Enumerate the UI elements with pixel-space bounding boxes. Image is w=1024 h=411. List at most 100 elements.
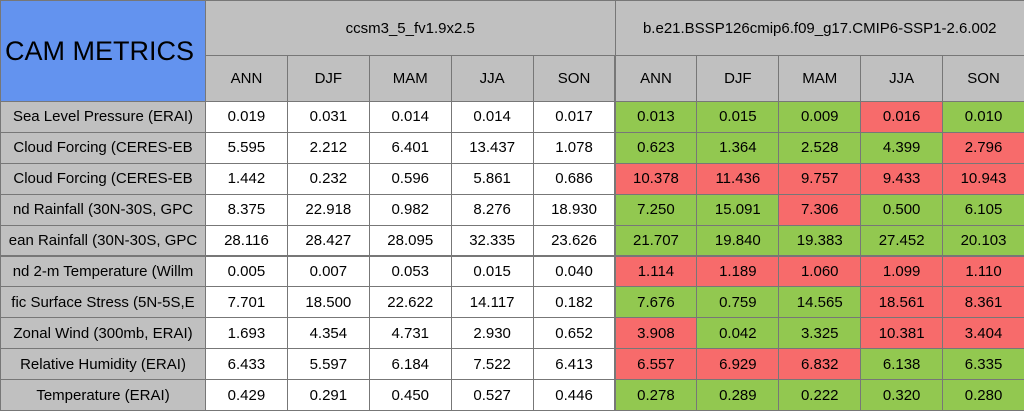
metric-value: 0.009 xyxy=(778,101,861,133)
metric-value: 0.280 xyxy=(942,379,1024,411)
metric-value: 0.016 xyxy=(860,101,943,133)
metric-value: 10.378 xyxy=(615,163,698,195)
metric-value: 6.138 xyxy=(860,348,943,380)
metric-value: 1.114 xyxy=(615,256,698,288)
metric-value: 28.116 xyxy=(205,225,288,257)
metric-value: 0.013 xyxy=(615,101,698,133)
metric-value: 0.652 xyxy=(533,317,616,349)
metric-value: 9.433 xyxy=(860,163,943,195)
metric-label: nd 2-m Temperature (Willm xyxy=(0,256,206,288)
metric-value: 1.189 xyxy=(696,256,779,288)
metric-value: 15.091 xyxy=(696,194,779,226)
metric-value: 13.437 xyxy=(451,132,534,164)
metric-value: 6.832 xyxy=(778,348,861,380)
season-header: ANN xyxy=(615,55,698,102)
metric-value: 10.943 xyxy=(942,163,1024,195)
metric-value: 0.446 xyxy=(533,379,616,411)
metric-value: 0.014 xyxy=(369,101,452,133)
metric-value: 6.335 xyxy=(942,348,1024,380)
season-header: SON xyxy=(533,55,616,102)
title-cell: CAM METRICS xyxy=(0,0,206,102)
metric-value: 19.840 xyxy=(696,225,779,257)
metric-value: 9.757 xyxy=(778,163,861,195)
case-name: b.e21.BSSP126cmip6.f09_g17.CMIP6-SSP1-2.… xyxy=(615,0,1024,56)
metric-value: 1.099 xyxy=(860,256,943,288)
metric-value: 7.306 xyxy=(778,194,861,226)
metric-value: 18.930 xyxy=(533,194,616,226)
metric-value: 0.007 xyxy=(287,256,370,288)
metric-value: 1.110 xyxy=(942,256,1024,288)
metric-value: 1.442 xyxy=(205,163,288,195)
metric-label: Sea Level Pressure (ERAI) xyxy=(0,101,206,133)
metric-label: ean Rainfall (30N-30S, GPC xyxy=(0,225,206,257)
metric-value: 28.427 xyxy=(287,225,370,257)
metric-value: 6.929 xyxy=(696,348,779,380)
metric-value: 0.015 xyxy=(451,256,534,288)
metric-value: 11.436 xyxy=(696,163,779,195)
metric-value: 20.103 xyxy=(942,225,1024,257)
metric-value: 0.042 xyxy=(696,317,779,349)
metric-value: 0.010 xyxy=(942,101,1024,133)
metric-value: 23.626 xyxy=(533,225,616,257)
metric-value: 5.597 xyxy=(287,348,370,380)
metric-value: 0.291 xyxy=(287,379,370,411)
metric-value: 0.527 xyxy=(451,379,534,411)
metric-value: 18.500 xyxy=(287,286,370,318)
metric-value: 0.015 xyxy=(696,101,779,133)
metric-label: nd Rainfall (30N-30S, GPC xyxy=(0,194,206,226)
metric-value: 0.596 xyxy=(369,163,452,195)
metric-value: 1.693 xyxy=(205,317,288,349)
metric-value: 5.861 xyxy=(451,163,534,195)
metric-value: 1.078 xyxy=(533,132,616,164)
metric-value: 7.676 xyxy=(615,286,698,318)
metric-label: Cloud Forcing (CERES-EB xyxy=(0,163,206,195)
metric-value: 0.053 xyxy=(369,256,452,288)
metric-label: Temperature (ERAI) xyxy=(0,379,206,411)
metric-value: 8.276 xyxy=(451,194,534,226)
metric-value: 4.731 xyxy=(369,317,452,349)
metric-value: 4.399 xyxy=(860,132,943,164)
metric-value: 0.623 xyxy=(615,132,698,164)
metric-value: 22.622 xyxy=(369,286,452,318)
metric-value: 22.918 xyxy=(287,194,370,226)
metric-value: 28.095 xyxy=(369,225,452,257)
metric-value: 14.117 xyxy=(451,286,534,318)
metric-value: 5.595 xyxy=(205,132,288,164)
metric-value: 0.450 xyxy=(369,379,452,411)
metric-label: Zonal Wind (300mb, ERAI) xyxy=(0,317,206,349)
metric-label: Cloud Forcing (CERES-EB xyxy=(0,132,206,164)
season-header: JJA xyxy=(860,55,943,102)
metric-value: 10.381 xyxy=(860,317,943,349)
metric-value: 2.930 xyxy=(451,317,534,349)
metric-value: 0.320 xyxy=(860,379,943,411)
metric-value: 19.383 xyxy=(778,225,861,257)
metric-value: 21.707 xyxy=(615,225,698,257)
metric-value: 0.019 xyxy=(205,101,288,133)
metric-value: 3.325 xyxy=(778,317,861,349)
season-header: ANN xyxy=(205,55,288,102)
metric-value: 0.222 xyxy=(778,379,861,411)
metric-value: 7.701 xyxy=(205,286,288,318)
metric-value: 18.561 xyxy=(860,286,943,318)
metric-value: 32.335 xyxy=(451,225,534,257)
metric-value: 0.031 xyxy=(287,101,370,133)
metric-value: 6.557 xyxy=(615,348,698,380)
season-header: DJF xyxy=(696,55,779,102)
season-header: MAM xyxy=(369,55,452,102)
metric-value: 2.212 xyxy=(287,132,370,164)
metric-label: Relative Humidity (ERAI) xyxy=(0,348,206,380)
metric-label: fic Surface Stress (5N-5S,E xyxy=(0,286,206,318)
metric-value: 1.060 xyxy=(778,256,861,288)
metric-value: 0.040 xyxy=(533,256,616,288)
season-header: MAM xyxy=(778,55,861,102)
metric-value: 0.759 xyxy=(696,286,779,318)
metric-value: 3.404 xyxy=(942,317,1024,349)
metric-value: 0.014 xyxy=(451,101,534,133)
metric-value: 0.982 xyxy=(369,194,452,226)
metric-value: 0.500 xyxy=(860,194,943,226)
case-name: ccsm3_5_fv1.9x2.5 xyxy=(205,0,616,56)
metric-value: 0.686 xyxy=(533,163,616,195)
metric-value: 2.796 xyxy=(942,132,1024,164)
metric-value: 0.278 xyxy=(615,379,698,411)
